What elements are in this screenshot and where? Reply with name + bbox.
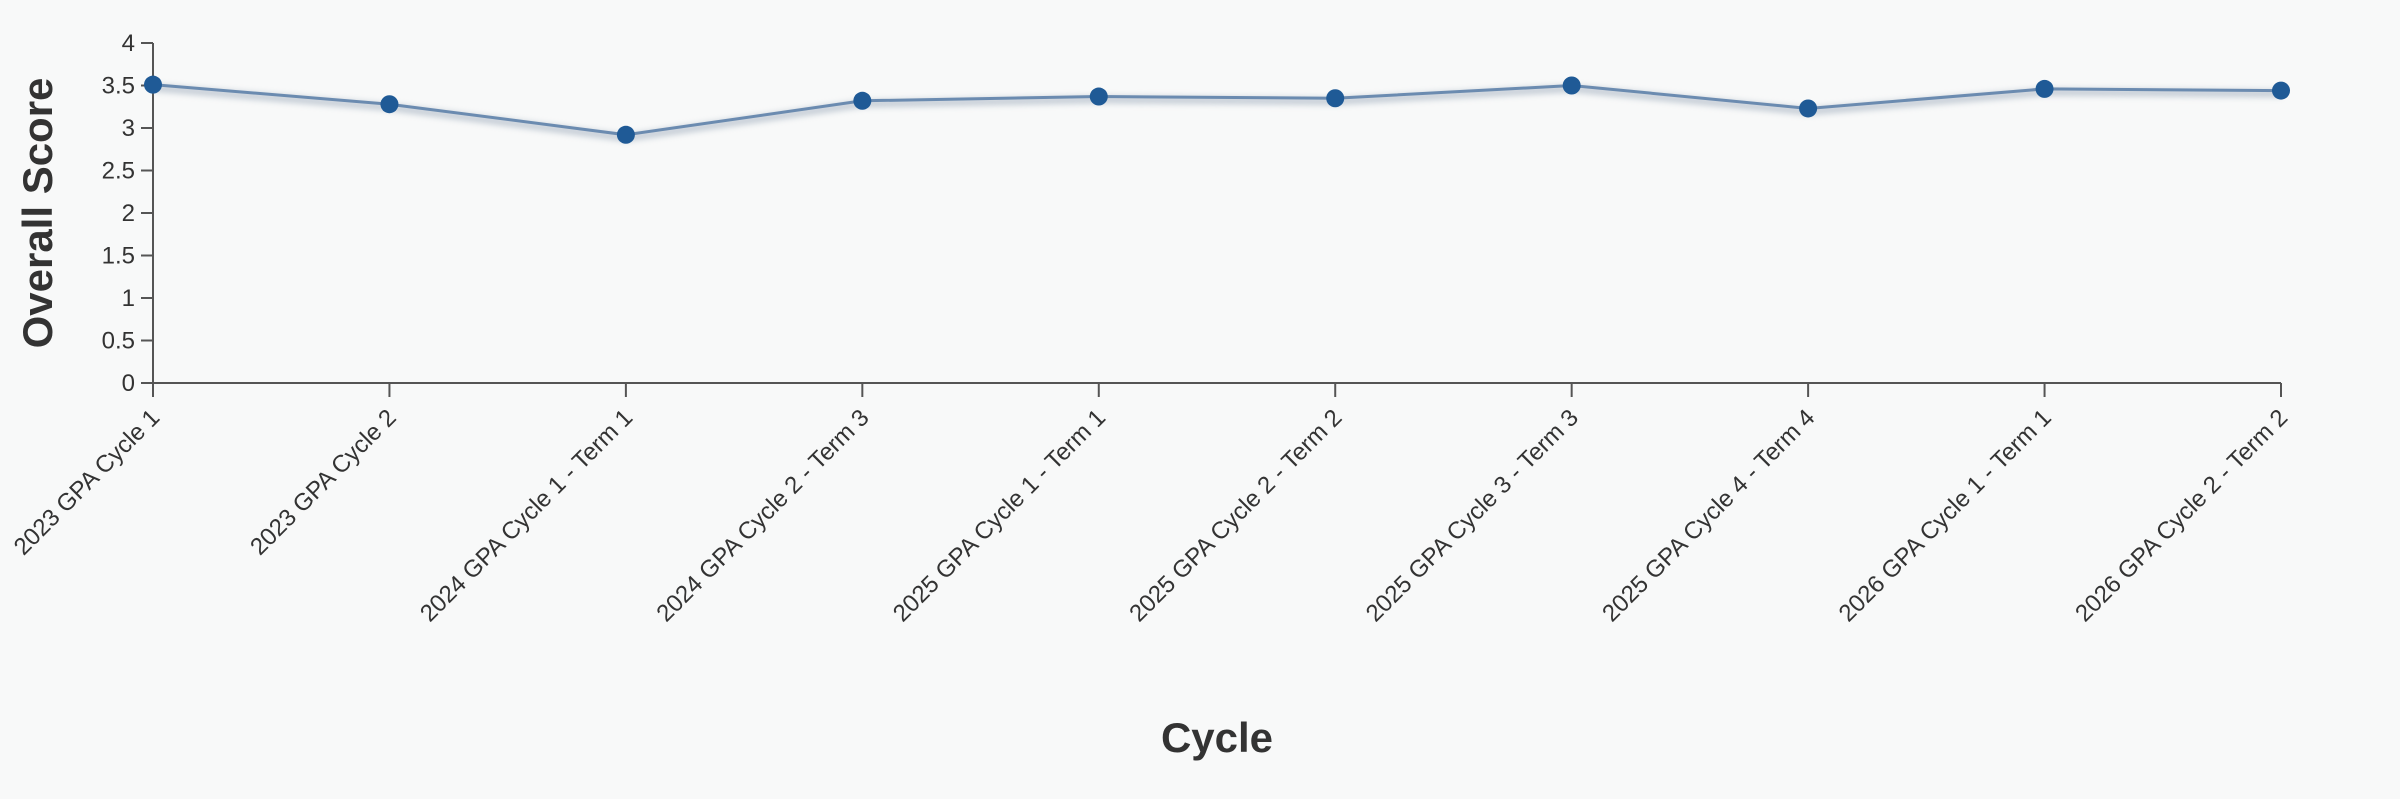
y-tick-label: 0.5 <box>102 328 135 355</box>
axes: 0 0.5 1 1.5 2 2.5 3 3.5 4 <box>102 30 2282 397</box>
x-tick-label: 2026 GPA Cycle 1 - Term 1 <box>1834 404 2057 627</box>
x-tick-label: 2023 GPA Cycle 2 <box>245 404 402 561</box>
x-labels: 2023 GPA Cycle 1 2023 GPA Cycle 2 2024 GPA… <box>9 404 2294 627</box>
x-tick-label: 2024 GPA Cycle 1 - Term 1 <box>415 404 638 627</box>
x-tick-label: 2025 GPA Cycle 4 - Term 4 <box>1597 404 1820 627</box>
point <box>2035 79 2054 98</box>
line <box>152 83 2282 137</box>
x-tick-label: 2025 GPA Cycle 1 - Term 1 <box>888 404 1111 627</box>
line-shadow <box>152 83 2282 142</box>
y-tick-label: 1.5 <box>102 243 135 270</box>
point <box>144 75 162 94</box>
y-axis-title: Overall Score <box>14 78 61 349</box>
point <box>1562 76 1581 95</box>
y-tick-label: 3 <box>122 115 135 142</box>
point <box>1799 99 1818 118</box>
point <box>2272 81 2290 100</box>
x-tick-label: 2026 GPA Cycle 2 - Term 2 <box>2070 404 2293 627</box>
x-tick-label: 2025 GPA Cycle 2 - Term 2 <box>1124 404 1347 627</box>
x-tick-label: 2023 GPA Cycle 1 <box>9 404 166 561</box>
point <box>853 91 872 110</box>
x-axis-title: Cycle <box>1161 714 1273 761</box>
y-tick-label: 0 <box>122 370 135 397</box>
point <box>1326 89 1345 108</box>
y-tick-label: 3.5 <box>102 73 135 100</box>
y-tick-label: 4 <box>122 30 135 57</box>
y-tick-label: 1 <box>122 285 135 312</box>
y-tick-label: 2.5 <box>102 158 135 185</box>
x-tick-label: 2025 GPA Cycle 3 - Term 3 <box>1361 404 1584 627</box>
point <box>1089 87 1108 106</box>
point <box>380 95 399 114</box>
point <box>616 125 635 144</box>
x-tick-label: 2024 GPA Cycle 2 - Term 3 <box>651 404 874 627</box>
y-tick-label: 2 <box>122 200 135 227</box>
